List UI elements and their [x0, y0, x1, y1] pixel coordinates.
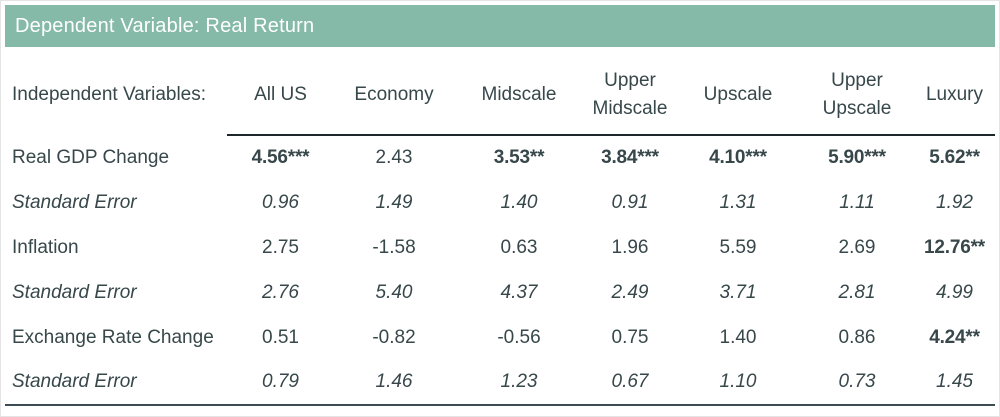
row-label: Standard Error	[5, 360, 227, 406]
column-header: Economy	[334, 55, 454, 136]
table-row: Inflation 2.75 -1.58 0.63 1.96 5.59 2.69 12.76*…	[5, 225, 995, 270]
column-header: Midscale	[454, 55, 584, 136]
cell-value: 5.40	[375, 281, 413, 303]
cell-value: 4.99	[936, 281, 973, 303]
cell-value: 4.37	[500, 281, 538, 303]
cell-value: 3.53**	[493, 147, 545, 168]
table-row: Standard Error 0.79 1.46 1.23 0.67 1.10 0.73 1.…	[5, 360, 995, 406]
cell-value: 1.31	[719, 191, 757, 213]
cell-value: 1.92	[936, 191, 973, 213]
cell-value: -1.58	[372, 236, 416, 258]
cell-value: 0.91	[611, 191, 649, 213]
row-label: Inflation	[12, 236, 79, 258]
cell-value: 0.96	[262, 191, 299, 213]
column-header: Upper Midscale	[584, 55, 676, 136]
cell-value: 4.56***	[251, 147, 310, 168]
cell-value: 1.10	[676, 360, 800, 406]
cell-value: 1.96	[611, 236, 649, 258]
cell-value: 0.79	[227, 360, 334, 406]
cell-value: 3.84***	[601, 147, 659, 168]
row-label: Exchange Rate Change	[12, 326, 214, 348]
header-row: Independent Variables: All US Economy Mids…	[5, 55, 995, 136]
cell-value: 3.71	[719, 281, 757, 303]
cell-value: 1.49	[375, 191, 413, 213]
cell-value: -0.56	[497, 326, 541, 348]
cell-value: 2.49	[611, 281, 649, 303]
table-row: Real GDP Change 4.56*** 2.43 3.53** 3.84*** 4…	[5, 135, 995, 180]
cell-value: 0.67	[584, 360, 676, 406]
cell-value: 1.40	[719, 326, 757, 348]
cell-value: 4.10***	[709, 147, 767, 168]
cell-value: 1.23	[454, 360, 584, 406]
table-row: Standard Error 2.76 5.40 4.37 2.49 3.71 2.81 4.…	[5, 270, 995, 315]
cell-value: 0.51	[262, 326, 299, 348]
cell-value: 0.63	[500, 236, 538, 258]
cell-value: 2.76	[262, 281, 299, 303]
cell-value: 2.69	[838, 236, 876, 258]
title-bar: Dependent Variable: Real Return	[5, 5, 995, 47]
row-label: Standard Error	[12, 191, 137, 213]
cell-value: 5.62**	[929, 147, 980, 168]
title-bar-label: Dependent Variable: Real Return	[15, 14, 315, 37]
cell-value: 2.75	[262, 236, 299, 258]
cell-value: 2.43	[375, 147, 413, 168]
column-header: All US	[227, 55, 334, 136]
column-header: Upscale	[676, 55, 800, 136]
cell-value: -0.82	[372, 326, 416, 348]
cell-value: 12.76**	[924, 236, 985, 258]
cell-value: 0.86	[838, 326, 876, 348]
cell-value: 0.75	[611, 326, 649, 348]
row-label: Real GDP Change	[12, 146, 170, 168]
row-label: Standard Error	[12, 281, 137, 303]
header-row-label: Independent Variables:	[12, 84, 207, 106]
table-row: Standard Error 0.96 1.49 1.40 0.91 1.31 1.11 1.…	[5, 180, 995, 225]
table-row: Exchange Rate Change 0.51 -0.82 -0.56 0.75 1.…	[5, 315, 995, 360]
cell-value: 1.45	[914, 360, 995, 406]
regression-table: Independent Variables: All US Economy Mids…	[5, 55, 995, 406]
cell-value: 4.24**	[929, 326, 980, 348]
cell-value: 1.40	[500, 191, 538, 213]
cell-value: 5.59	[719, 236, 757, 258]
column-header: Luxury	[914, 55, 995, 136]
cell-value: 0.73	[800, 360, 914, 406]
cell-value: 5.90***	[828, 147, 886, 168]
cell-value: 1.11	[839, 191, 875, 213]
cell-value: 2.81	[838, 281, 876, 303]
cell-value: 1.46	[334, 360, 454, 406]
column-header: Upper Upscale	[800, 55, 914, 136]
